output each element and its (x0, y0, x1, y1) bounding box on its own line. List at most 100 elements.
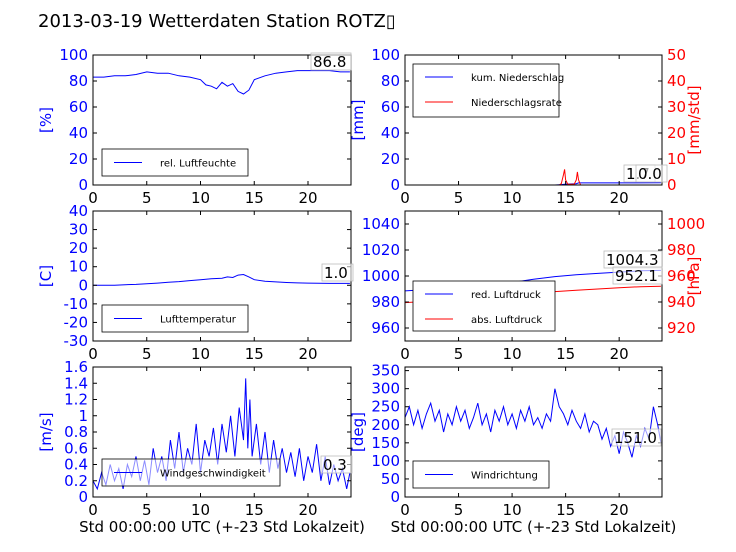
x-tick-label: 20 (610, 189, 629, 207)
y-tick-label: 0 (78, 488, 88, 506)
x-tick-label: 10 (503, 345, 522, 363)
legend-label: abs. Luftdruck (471, 315, 542, 326)
series-line-winddirection-0 (405, 388, 662, 458)
y-tick-label: 100 (371, 452, 400, 470)
panel-pressure: 0 5 10 15 20 960 980 1000 1020 1040 920 940 960 980 10… (362, 210, 705, 363)
x-tick-label: 10 (503, 189, 522, 207)
legend-windspeed: Windgeschwindigkeit (101, 458, 281, 487)
series-line-precipitation-1 (405, 169, 661, 185)
y-tick-label: 100 (59, 46, 88, 64)
legend-box (412, 280, 556, 332)
x-tick-label: 5 (454, 189, 464, 207)
x-tick-label: 20 (298, 189, 317, 207)
x-tick-label: 10 (191, 501, 210, 519)
y-tick-label: 1020 (362, 241, 400, 259)
legend-label: Lufttemperatur (160, 315, 237, 326)
x-tick-label: 5 (142, 345, 152, 363)
y-tick-label: 20 (381, 150, 400, 168)
x-tick-label: 0 (88, 501, 98, 519)
y-right-tick-label: 0 (667, 176, 677, 194)
y-tick-label: 0.4 (64, 456, 88, 474)
panel-precipitation: 0 5 10 15 20 0 20 40 60 80 100 0 10 20 30 40 50 [mm] [mm/s… (349, 46, 703, 207)
value-annotation: 0.0 (638, 165, 662, 183)
y-tick-label: 10 (69, 258, 88, 276)
y-right-tick-label: 50 (667, 46, 686, 64)
y-tick-label: -10 (64, 295, 89, 313)
x-tick-label: 10 (503, 501, 522, 519)
y-axis-label: [mm] (349, 100, 367, 141)
panel-humidity: 0 5 10 15 20 0 20 40 60 80 100 [%] 86.8 rel. Luftfeuc… (37, 46, 352, 207)
y-tick-label: 40 (69, 124, 88, 142)
y-tick-label: 1040 (362, 215, 400, 233)
y-right-tick-label: 980 (667, 241, 696, 259)
x-tick-label: 10 (191, 345, 210, 363)
series-line-humidity-0 (93, 70, 350, 95)
y-tick-label: 250 (371, 398, 400, 416)
y-tick-label: 0 (78, 176, 88, 194)
y-right-tick-label: 20 (667, 124, 686, 142)
legend-label: Windgeschwindigkeit (160, 469, 266, 480)
y-tick-label: 0 (390, 176, 400, 194)
y-right-tick-label: 1000 (667, 215, 705, 233)
y-right-axis-label: [hPa] (685, 257, 703, 296)
y-tick-label: 1 (78, 407, 88, 425)
x-tick-label: 15 (556, 189, 575, 207)
y-tick-label: 30 (69, 221, 88, 239)
y-tick-label: 50 (381, 470, 400, 488)
y-right-tick-label: 960 (667, 267, 696, 285)
y-right-tick-label: 940 (667, 293, 696, 311)
plot-frame (404, 54, 663, 186)
y-tick-label: 300 (371, 380, 400, 398)
y-axis-label: [C] (37, 265, 55, 287)
value-annotation-box (611, 428, 662, 447)
y-axis-label: [%] (37, 107, 55, 133)
y-tick-label: 960 (371, 319, 400, 337)
x-tick-label: 20 (298, 345, 317, 363)
y-tick-label: 100 (371, 46, 400, 64)
legend-temperature: Lufttemperatur (101, 304, 249, 333)
y-axis-label: [deg] (349, 412, 367, 452)
x-tick-label: 20 (298, 501, 317, 519)
x-tick-label: 0 (88, 189, 98, 207)
x-tick-label: 15 (556, 345, 575, 363)
figure-title: 2013-03-19 Wetterdaten Station ROTZ▯ (38, 11, 396, 32)
x-tick-label: 0 (88, 345, 98, 363)
y-tick-label: 0.2 (64, 472, 88, 490)
y-tick-label: 980 (371, 293, 400, 311)
y-right-axis-label: [mm/std] (685, 85, 703, 154)
x-tick-label: 5 (454, 501, 464, 519)
value-annotation: 151.0 (614, 429, 657, 447)
value-annotation-box (635, 164, 668, 183)
legend-label: red. Luftdruck (471, 290, 541, 301)
x-tick-label: 0 (400, 189, 410, 207)
y-tick-label: 150 (371, 434, 400, 452)
x-tick-label: 0 (400, 501, 410, 519)
x-tick-label: 15 (245, 189, 264, 207)
legend-label: kum. Niederschlag (471, 73, 564, 84)
value-annotation-box (321, 263, 354, 282)
y-tick-label: 80 (69, 72, 88, 90)
legend-label: Niederschlagsrate (471, 98, 562, 109)
x-tick-label: 5 (142, 189, 152, 207)
y-axis-label: [m/s] (37, 412, 55, 451)
y-right-tick-label: 40 (667, 72, 686, 90)
legend-precipitation: kum. Niederschlag Niederschlagsrate (412, 63, 564, 118)
value-annotation: 86.8 (313, 53, 346, 71)
x-tick-label: 20 (610, 501, 629, 519)
y-tick-label: 200 (371, 416, 400, 434)
value-annotation-box (310, 52, 352, 71)
panel-windspeed: 0 5 10 15 20 00.20.40.60.811.21.41.6 [m/s] Std … (37, 358, 365, 536)
legend-label: rel. Luftfeuchte (160, 159, 236, 170)
legend-box (412, 63, 560, 118)
series-line-temperature-0 (93, 273, 350, 286)
y-tick-label: 1.2 (64, 391, 88, 409)
value-annotation-box (612, 266, 663, 285)
y-tick-label: 20 (69, 150, 88, 168)
plot-frame (404, 366, 663, 498)
x-tick-label: 0 (400, 345, 410, 363)
value-annotation: 1.0 (324, 264, 348, 282)
value-annotation-box (320, 455, 353, 474)
y-tick-label: 0.6 (64, 439, 88, 457)
